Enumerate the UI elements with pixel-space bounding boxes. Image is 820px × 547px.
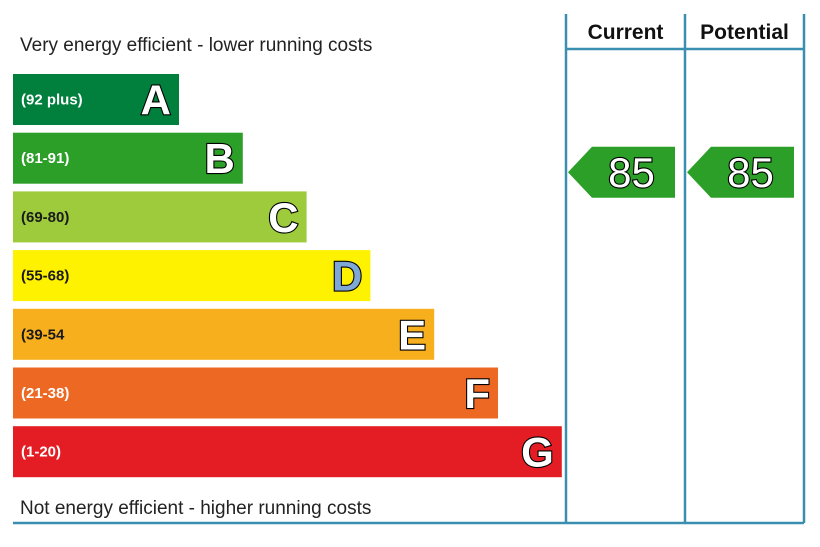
band-bar xyxy=(13,367,498,419)
band-range-label: (21-38) xyxy=(21,385,69,402)
bottom-caption: Not energy efficient - higher running co… xyxy=(20,498,371,519)
column-header: Current xyxy=(588,21,664,44)
band-letter: G xyxy=(521,429,554,476)
band-bar xyxy=(13,250,371,302)
column-current: Current 85 xyxy=(568,21,675,198)
rating-arrow xyxy=(687,146,794,198)
band-bar xyxy=(13,308,435,360)
top-caption: Very energy efficient - lower running co… xyxy=(20,35,372,56)
band-bar xyxy=(13,191,307,243)
band-range-label: (69-80) xyxy=(21,209,69,226)
band-range-label: (92 plus) xyxy=(21,92,83,109)
column-header: Potential xyxy=(700,21,789,44)
band-range-label: (39-54 xyxy=(21,326,65,343)
band-d: (55-68) D xyxy=(13,250,371,302)
band-a: (92 plus) A xyxy=(13,74,179,125)
table-grid xyxy=(13,14,806,525)
rating-score: 85 xyxy=(727,149,774,196)
band-letter: C xyxy=(268,194,298,241)
rating-score: 85 xyxy=(608,149,655,196)
band-letter: A xyxy=(141,77,171,124)
band-bar xyxy=(13,74,179,125)
band-f: (21-38) F xyxy=(13,367,498,419)
band-bar xyxy=(13,426,562,478)
rating-arrow xyxy=(568,146,675,198)
rating-bands: (92 plus) A (81-91) B (69-80) C (55-68) D (39-54… xyxy=(13,74,562,478)
column-potential: Potential 85 xyxy=(687,21,794,198)
band-range-label: (81-91) xyxy=(21,150,69,167)
band-range-label: (55-68) xyxy=(21,268,69,285)
band-letter: D xyxy=(332,253,362,300)
band-bar xyxy=(13,132,243,184)
band-letter: E xyxy=(398,311,426,358)
band-c: (69-80) C xyxy=(13,191,307,243)
rating-columns: Current 85 Potential 85 xyxy=(568,21,794,198)
band-g: (1-20) G xyxy=(13,426,562,478)
band-e: (39-54 E xyxy=(13,308,435,360)
band-range-label: (1-20) xyxy=(21,444,61,461)
band-b: (81-91) B xyxy=(13,132,243,184)
band-letter: B xyxy=(204,135,234,182)
band-letter: F xyxy=(464,370,490,417)
